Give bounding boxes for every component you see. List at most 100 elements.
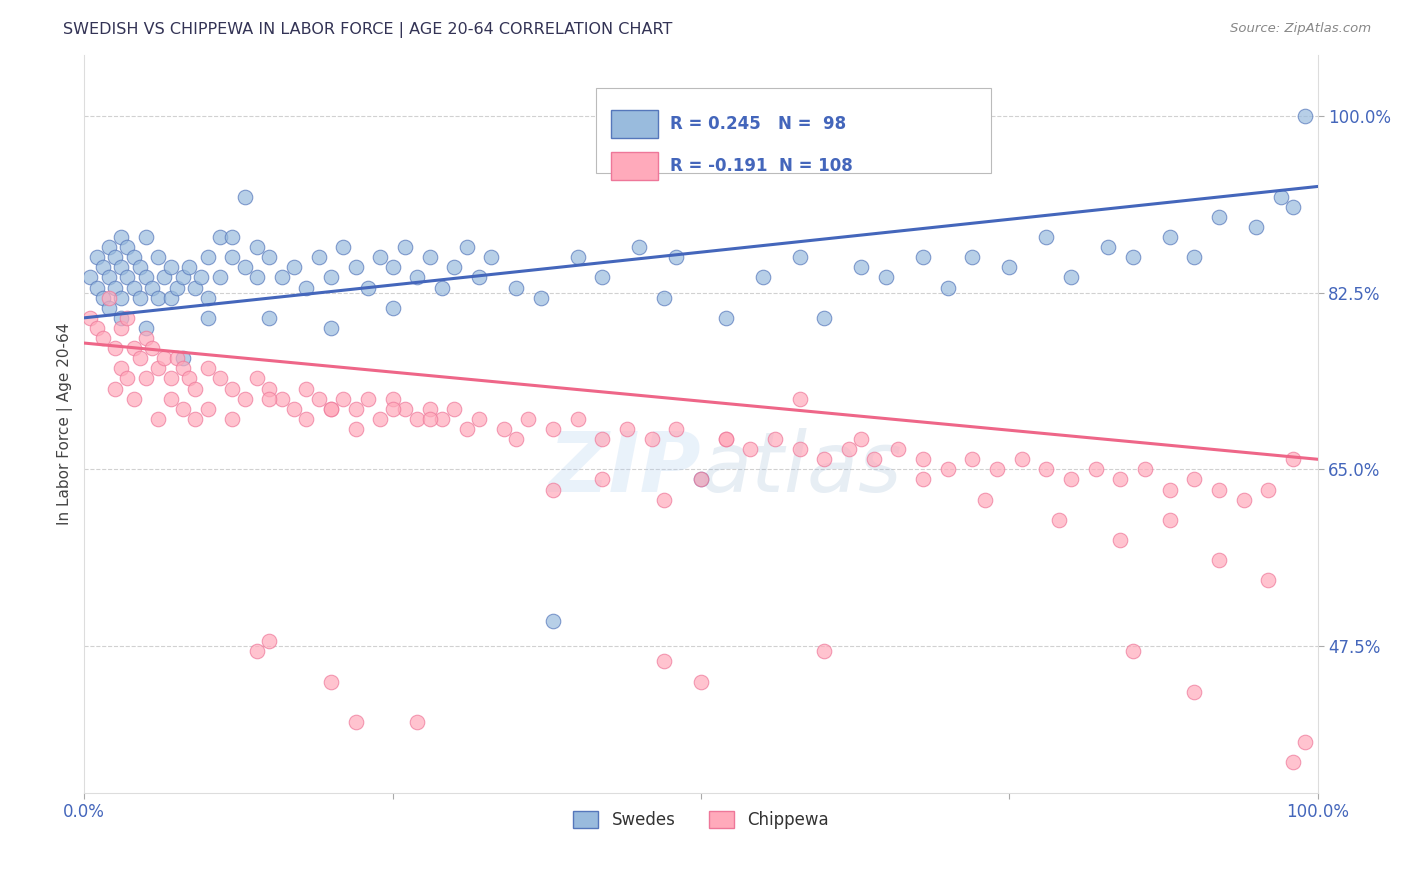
Point (153, 270, 176, 285)
Point (1159, 230, 1181, 244)
Point (665, 250, 688, 264)
Point (789, 442, 811, 457)
Point (135, 371, 157, 385)
Point (690, 473, 713, 487)
Point (135, 321, 157, 335)
Point (110, 321, 132, 335)
Point (246, 240, 269, 254)
Point (419, 250, 441, 264)
Point (1208, 483, 1230, 497)
Point (344, 422, 367, 436)
Point (936, 280, 959, 294)
Point (394, 401, 416, 416)
Point (172, 270, 194, 285)
Point (541, 614, 564, 628)
Point (381, 260, 404, 275)
Point (368, 412, 391, 426)
Point (492, 422, 515, 436)
Point (541, 483, 564, 497)
Point (406, 412, 429, 426)
Point (430, 412, 453, 426)
Point (887, 442, 910, 457)
Point (153, 351, 176, 366)
Point (104, 341, 127, 355)
Point (1208, 553, 1230, 567)
Point (751, 270, 773, 285)
Point (110, 291, 132, 305)
Point (443, 401, 465, 416)
Text: R = -0.191  N = 108: R = -0.191 N = 108 (671, 157, 853, 175)
Text: R = 0.245   N =  98: R = 0.245 N = 98 (671, 114, 846, 133)
Point (789, 392, 811, 406)
Point (159, 371, 181, 385)
Point (246, 371, 269, 385)
Point (159, 392, 181, 406)
Point (110, 361, 132, 376)
Point (1109, 473, 1132, 487)
Point (1208, 210, 1230, 224)
Point (79, 310, 101, 325)
Point (763, 432, 786, 446)
Point (79, 270, 101, 285)
Point (1122, 250, 1144, 264)
Point (208, 371, 231, 385)
Point (690, 473, 713, 487)
Point (1035, 230, 1057, 244)
Point (714, 432, 737, 446)
FancyBboxPatch shape (610, 110, 658, 137)
Point (246, 270, 269, 285)
Point (911, 250, 934, 264)
Point (1060, 473, 1083, 487)
Point (1122, 644, 1144, 658)
Point (381, 301, 404, 315)
Point (184, 382, 207, 396)
Point (517, 412, 540, 426)
Point (381, 392, 404, 406)
Point (1282, 200, 1305, 214)
Point (104, 382, 127, 396)
Point (1159, 513, 1181, 527)
Point (1182, 250, 1205, 264)
Point (332, 240, 354, 254)
Point (344, 260, 367, 275)
Point (319, 401, 342, 416)
Point (197, 310, 219, 325)
Point (97, 301, 120, 315)
Point (283, 401, 305, 416)
Point (665, 422, 688, 436)
Text: SWEDISH VS CHIPPEWA IN LABOR FORCE | AGE 20-64 CORRELATION CHART: SWEDISH VS CHIPPEWA IN LABOR FORCE | AGE… (63, 22, 672, 38)
Y-axis label: In Labor Force | Age 20-64: In Labor Force | Age 20-64 (58, 323, 73, 525)
Point (184, 412, 207, 426)
Point (591, 270, 613, 285)
Point (233, 189, 256, 203)
Point (270, 270, 292, 285)
Text: atlas: atlas (702, 427, 903, 508)
Point (911, 452, 934, 467)
Point (332, 392, 354, 406)
Point (1182, 473, 1205, 487)
Point (1047, 513, 1070, 527)
Point (166, 351, 188, 366)
Point (443, 260, 465, 275)
Point (1084, 462, 1107, 476)
Point (110, 230, 132, 244)
Point (567, 250, 589, 264)
Point (295, 382, 318, 396)
Point (97, 270, 120, 285)
Point (875, 270, 897, 285)
Point (1294, 109, 1316, 123)
Point (1294, 735, 1316, 749)
Point (1282, 452, 1305, 467)
Point (652, 654, 675, 668)
Text: ZIP: ZIP (548, 427, 702, 508)
Point (1109, 533, 1132, 547)
Point (259, 634, 281, 648)
Point (456, 240, 478, 254)
Point (110, 310, 132, 325)
Point (128, 260, 150, 275)
Point (221, 412, 243, 426)
Point (714, 310, 737, 325)
Point (962, 250, 984, 264)
Point (86, 321, 108, 335)
Point (141, 280, 163, 294)
